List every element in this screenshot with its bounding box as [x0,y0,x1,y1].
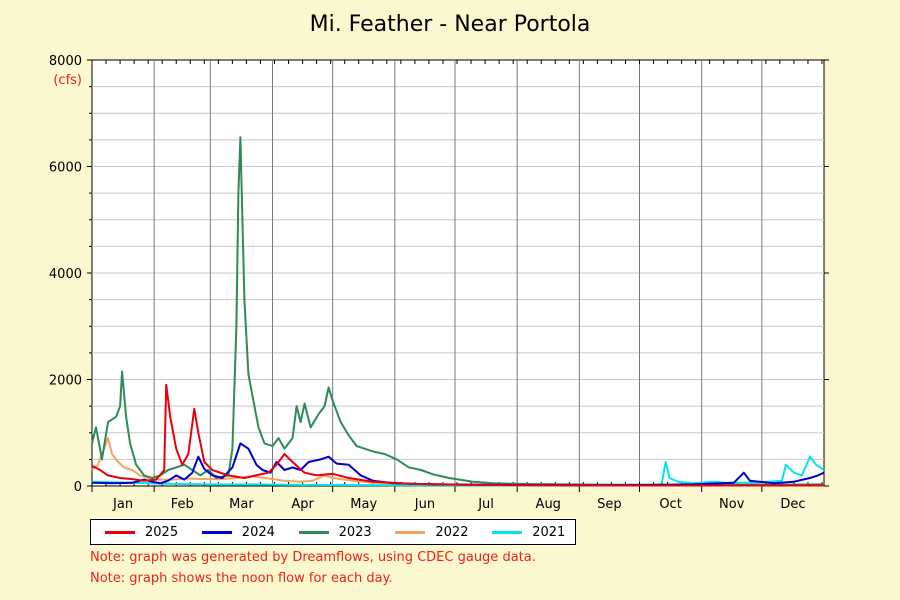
note-generated-by: Note: graph was generated by Dreamflows,… [90,550,536,565]
x-tick-label: Oct [659,497,681,512]
y-tick-label: 0 [74,480,82,495]
x-tick-label: May [350,497,377,512]
x-tick-label: Jul [477,497,494,512]
legend-swatch [201,530,232,534]
legend-label: 2021 [532,524,566,540]
legend-item-2024: 2024 [188,525,285,540]
x-tick-label: Jan [112,497,133,512]
legend-item-2022: 2022 [381,525,478,540]
legend-label: 2022 [435,524,469,540]
y-tick-label: 2000 [49,374,82,389]
legend-swatch [395,530,426,534]
legend-label: 2025 [145,524,179,540]
series-layer [91,136,825,487]
series-line-2023 [91,136,825,486]
x-tick-label: Feb [171,497,194,512]
grid-layer [92,60,824,486]
legend-item-2023: 2023 [285,525,382,540]
legend-item-2021: 2021 [478,525,575,540]
series-line-2021 [91,455,825,487]
x-tick-label: Dec [780,497,805,512]
y-axis-unit: (cfs) [53,73,82,88]
legend-swatch [298,530,329,534]
y-tick-label: 4000 [49,267,82,282]
x-tick-label: Jun [414,497,435,512]
legend-swatch [105,530,135,534]
y-tick-label: 8000 [49,54,82,69]
legend-label: 2024 [241,524,275,540]
x-tick-label: Mar [229,497,254,512]
legend: 2025 2024 2023 2022 2021 [90,519,576,545]
series-line-2022 [91,437,825,487]
legend-item-2025: 2025 [91,525,188,540]
note-noon-flow: Note: graph shows the noon flow for each… [90,571,393,586]
x-tick-label: Sep [597,497,622,512]
x-tick-label: Apr [291,497,314,512]
legend-swatch [492,530,523,534]
chart-title: Mi. Feather - Near Portola [309,12,591,37]
series-line-2025 [91,383,824,487]
x-tick-label: Nov [719,497,745,512]
series-line-2024 [91,442,825,487]
x-tick-label: Aug [536,497,561,512]
legend-label: 2023 [338,524,372,540]
y-tick-label: 6000 [49,161,82,176]
